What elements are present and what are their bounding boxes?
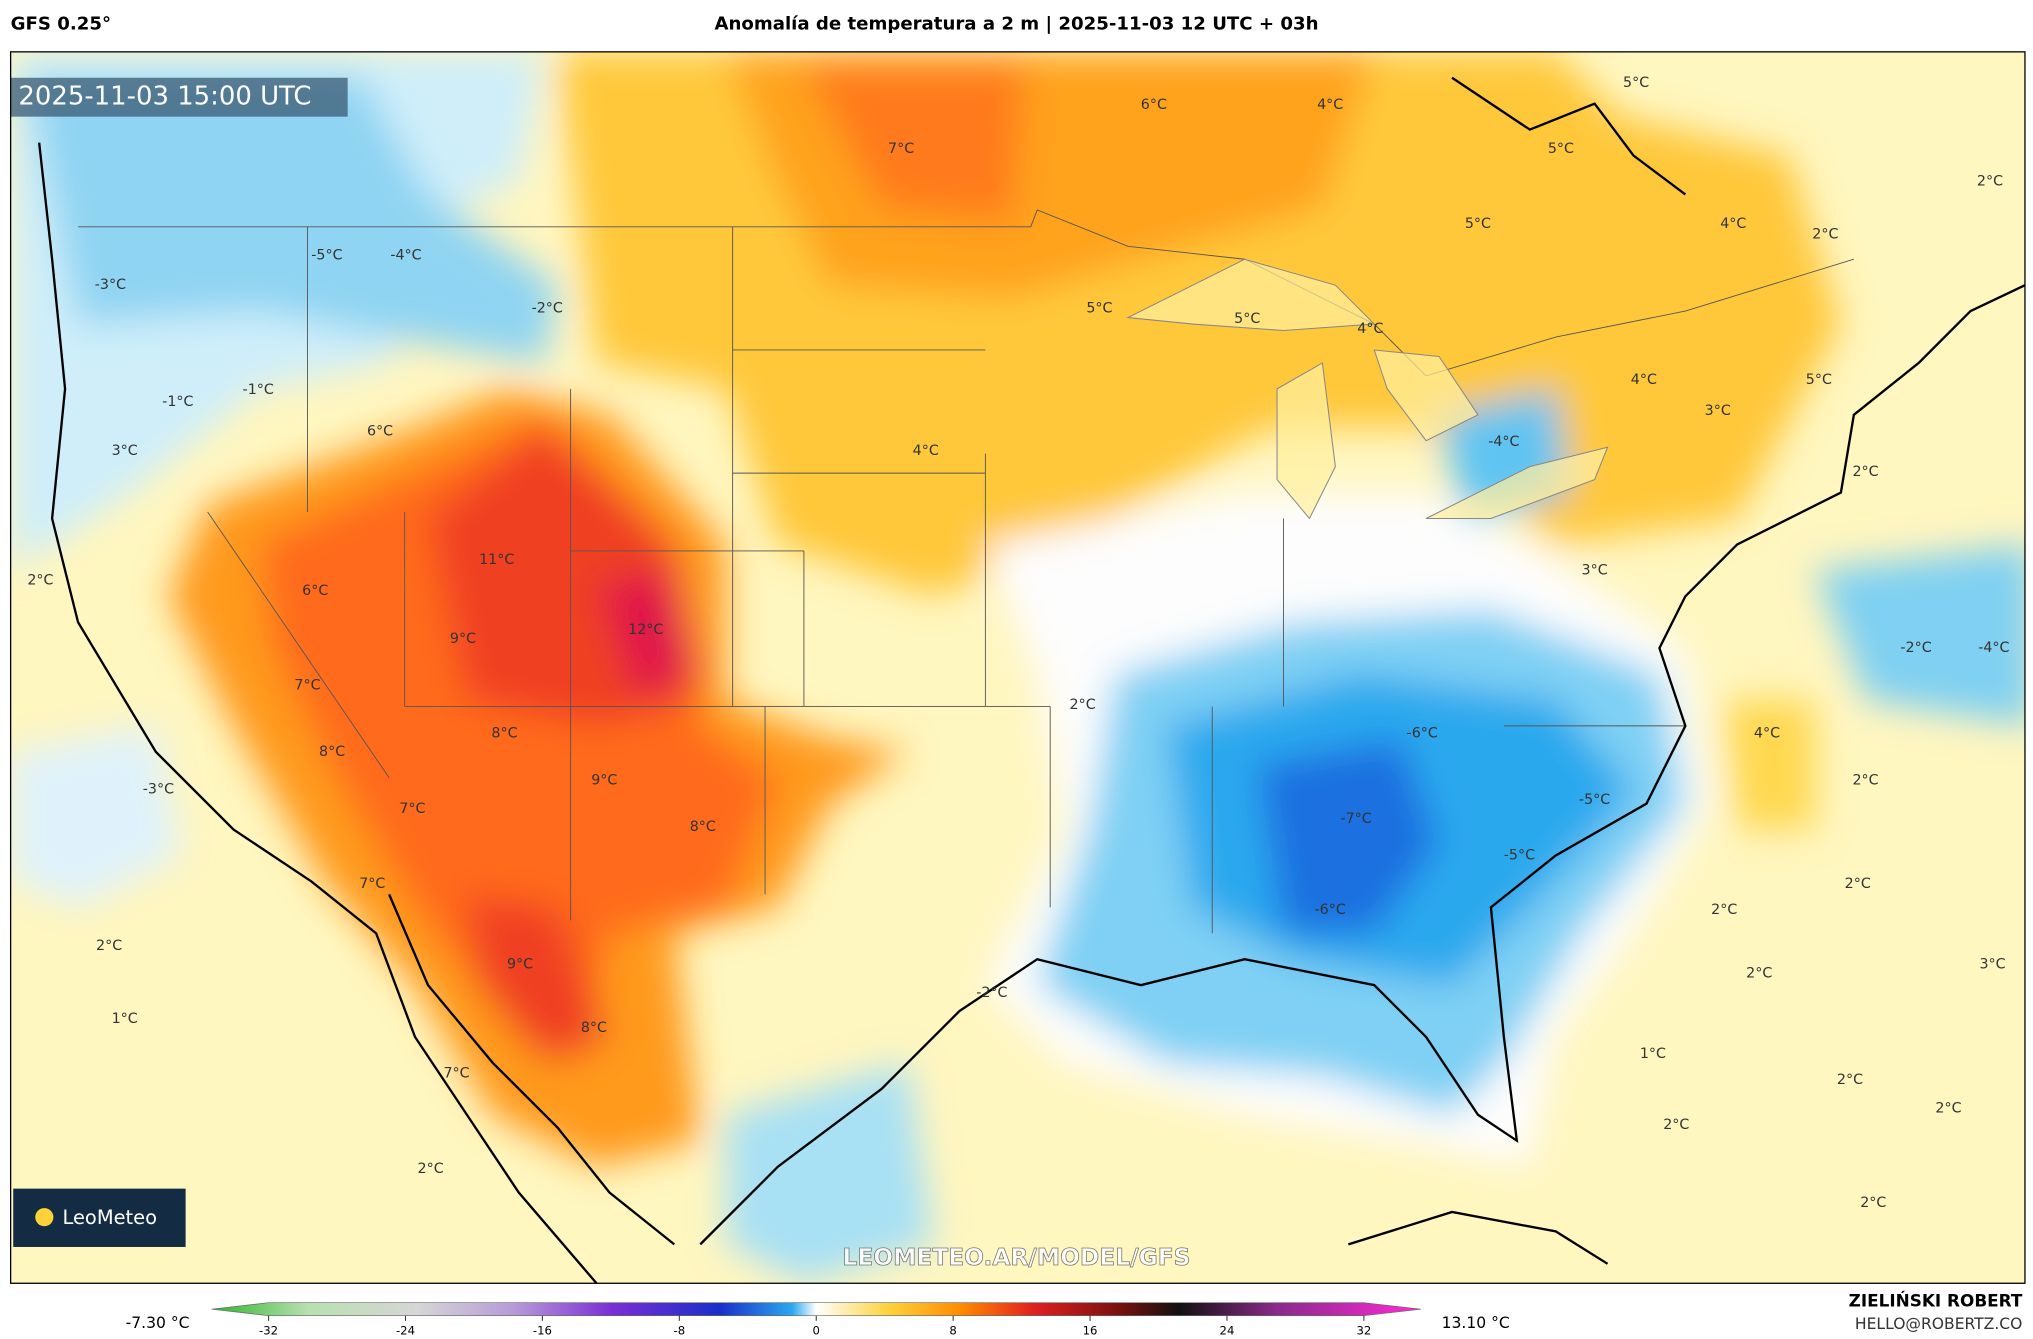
contour-label: -4°C <box>1978 640 2009 656</box>
contour-label: 7°C <box>294 678 320 694</box>
contour-label: -7°C <box>1340 811 1371 827</box>
contour-label: -4°C <box>1488 434 1519 450</box>
contour-label: -2°C <box>532 301 563 317</box>
contour-label: 2°C <box>1852 772 1878 788</box>
contour-label: 5°C <box>1465 216 1491 232</box>
contour-label: 4°C <box>1754 726 1780 742</box>
contour-label: 3°C <box>112 443 138 459</box>
contour-label: 4°C <box>1357 321 1383 337</box>
contour-label: 9°C <box>450 631 476 647</box>
colorbar <box>211 1302 1421 1316</box>
contour-label: 4°C <box>913 443 939 459</box>
colorbar-min: -7.30 °C <box>126 1314 190 1332</box>
email: HELLO@ROBERTZ.CO <box>1855 1315 2022 1333</box>
contour-label: 8°C <box>319 744 345 760</box>
contour-label: 7°C <box>399 801 425 817</box>
contour-label: 2°C <box>1070 697 1096 713</box>
map-title: Anomalía de temperatura a 2 m | 2025-11-… <box>714 14 1318 35</box>
contour-label: -1°C <box>162 394 193 410</box>
colorbar-max: 13.10 °C <box>1442 1314 1510 1332</box>
contour-label: -6°C <box>1315 902 1346 918</box>
contour-label: 2°C <box>1977 173 2003 189</box>
contour-label: -3°C <box>95 277 126 293</box>
author: ZIELIŃSKI ROBERT <box>1849 1289 2023 1310</box>
contour-label: 8°C <box>491 726 517 742</box>
contour-label: 5°C <box>1806 372 1832 388</box>
colorbar-tick-label: -16 <box>533 1324 552 1338</box>
map: 6°C 4°C 5°C 5°C 7°C 2°C 4°C 5°C 2°C -5°C -4°C -2°C -… <box>10 51 2025 1284</box>
contour-label: 2°C <box>1663 1117 1689 1133</box>
contour-label: -1°C <box>243 382 274 398</box>
contour-label: 2°C <box>1852 464 1878 480</box>
contour-label: 5°C <box>1234 311 1260 327</box>
contour-label: 6°C <box>367 424 393 440</box>
contour-label: 2°C <box>1746 965 1772 981</box>
contour-label: 5°C <box>1548 141 1574 157</box>
contour-label: 2°C <box>1860 1195 1886 1211</box>
contour-label: -3°C <box>143 781 174 797</box>
contour-label: 8°C <box>690 819 716 835</box>
contour-label: 3°C <box>1582 562 1608 578</box>
colorbar-tick-label: 8 <box>949 1324 956 1338</box>
contour-label: 6°C <box>302 583 328 599</box>
contour-label: 7°C <box>359 876 385 892</box>
contour-label: 9°C <box>507 956 533 972</box>
contour-label: -5°C <box>1504 848 1535 864</box>
contour-label: -4°C <box>390 247 421 263</box>
contour-label: 8°C <box>581 1020 607 1036</box>
contour-label: 7°C <box>888 141 914 157</box>
contour-label: 3°C <box>1979 956 2005 972</box>
coastline <box>37 76 2025 1284</box>
map-frame <box>9 51 2026 1284</box>
contour-label: -2°C <box>976 985 1007 1001</box>
contour-label: 4°C <box>1720 216 1746 232</box>
colorbar-tick-label: 32 <box>1356 1324 1371 1338</box>
contour-label: 2°C <box>1711 902 1737 918</box>
contour-label: -6°C <box>1407 726 1438 742</box>
contour-label: 2°C <box>418 1161 444 1177</box>
contour-label: 2°C <box>96 938 122 954</box>
contour-label: 5°C <box>1086 301 1112 317</box>
contour-label: 2°C <box>1935 1100 1961 1116</box>
colorbar-tick-label: -8 <box>674 1324 686 1338</box>
contour-label: 6°C <box>1141 97 1167 113</box>
contour-label: 3°C <box>1705 403 1731 419</box>
contour-label: 2°C <box>1812 227 1838 243</box>
contour-label: 7°C <box>443 1065 469 1081</box>
watermark: LEOMETEO.AR/MODEL/GFS <box>843 1243 1191 1271</box>
contour-label: 1°C <box>1640 1046 1666 1062</box>
great-lakes <box>1126 258 1609 520</box>
contour-label: 1°C <box>112 1011 138 1027</box>
contour-label: -2°C <box>1900 640 1931 656</box>
colorbar-tick-label: 16 <box>1083 1324 1098 1338</box>
contour-label: 4°C <box>1631 372 1657 388</box>
contour-label: 2°C <box>27 573 53 589</box>
contour-label: 4°C <box>1317 97 1343 113</box>
contour-label: 5°C <box>1623 75 1649 91</box>
colorbar-tick-label: 0 <box>813 1324 820 1338</box>
contour-label: 12°C <box>628 622 663 638</box>
contour-label: 9°C <box>591 772 617 788</box>
contour-label: 2°C <box>1837 1072 1863 1088</box>
contour-label: -5°C <box>311 247 342 263</box>
contour-label: 2°C <box>1845 876 1871 892</box>
colorbar-tick-label: -24 <box>396 1324 415 1338</box>
colorbar-tick-label: 24 <box>1220 1324 1235 1338</box>
logo: LeoMeteo <box>62 1206 157 1229</box>
timestamp: 2025-11-03 15:00 UTC <box>18 82 311 112</box>
colorbar-tick-label: -32 <box>259 1324 278 1338</box>
contour-label: -5°C <box>1579 792 1610 808</box>
timestamp-box <box>10 77 348 117</box>
logo-sun <box>35 1208 54 1227</box>
contour-label: 11°C <box>479 552 514 568</box>
model-name: GFS 0.25° <box>11 14 111 35</box>
